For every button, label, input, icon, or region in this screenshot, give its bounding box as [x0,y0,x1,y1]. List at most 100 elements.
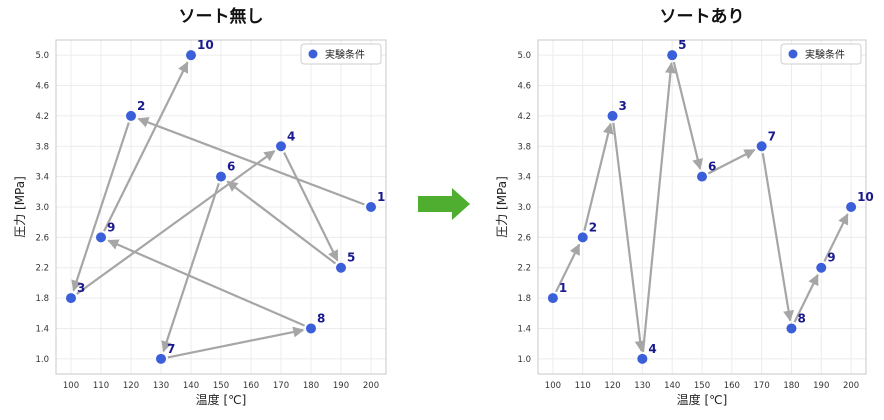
data-point-label: 5 [678,38,686,52]
x-tick-label: 140 [183,381,199,391]
data-point-10 [846,202,857,212]
grid [538,40,866,374]
sequence-arrow-9-to-10 [823,213,849,262]
sequence-arrow-6-to-7 [707,148,756,175]
y-tick-label: 1.0 [35,355,49,365]
x-tick-label: 100 [63,381,79,391]
x-tick-label: 170 [273,381,289,391]
sequence-arrow-5-to-6 [226,180,337,265]
y-tick-label: 1.0 [517,355,531,365]
data-point-6 [216,171,226,182]
x-axis-label: 温度 [℃] [677,392,728,407]
data-point-label: 9 [827,251,835,265]
x-axis-label: 温度 [℃] [196,392,247,407]
data-point-2 [577,232,588,243]
x-tick-label: 120 [604,381,620,391]
x-tick-label: 110 [93,381,109,391]
sequence-arrows [71,61,365,359]
transition-arrow-shape [418,188,470,220]
sequence-arrows [555,61,849,352]
data-point-label: 5 [347,251,355,265]
y-tick-label: 1.4 [517,324,531,334]
data-point-9 [96,232,106,243]
y-tick-label: 3.0 [35,203,49,213]
data-point-label: 10 [857,190,874,204]
x-tick-label: 200 [363,381,379,391]
x-tick-label: 170 [754,381,770,391]
x-tick-label: 150 [213,381,229,391]
y-tick-label: 5.0 [35,51,49,61]
sequence-arrow-2-to-3 [71,122,130,292]
data-point-label: 3 [619,99,627,113]
data-point-5 [667,50,678,61]
y-tick-label: 4.2 [35,112,49,122]
data-point-6 [697,171,707,182]
data-point-9 [816,262,827,273]
data-point-label: 1 [559,281,567,295]
data-points: 1 2 3 4 5 6 7 8 9 10 [547,38,874,364]
x-tick-label: 200 [843,381,859,391]
x-tick-label: 160 [724,381,740,391]
plot-frame [55,39,387,375]
y-tick-label: 2.2 [517,264,531,274]
data-point-label: 4 [648,342,656,356]
data-point-4 [276,141,286,152]
y-tick-label: 2.6 [517,233,531,243]
x-tick-label: 190 [333,381,349,391]
data-point-4 [637,353,648,364]
data-point-label: 4 [287,129,295,143]
data-point-2 [126,110,136,121]
data-point-label: 3 [77,281,85,295]
legend-marker [308,49,318,59]
data-point-8 [306,323,316,334]
y-tick-label: 3.8 [517,142,531,152]
y-tick-label: 4.2 [517,112,531,122]
y-tick-label: 2.6 [35,233,49,243]
sequence-arrow-7-to-8 [167,326,305,359]
y-tick-label: 1.8 [35,294,49,304]
data-point-1 [366,202,376,212]
legend-marker [788,49,798,59]
legend-box [300,43,382,65]
data-point-label: 10 [197,38,214,52]
sequence-arrow-4-to-5 [641,62,676,352]
data-point-label: 1 [377,190,385,204]
chart-title: ソートあり [660,7,745,27]
sequence-arrow-9-to-10 [103,61,189,232]
data-point-3 [607,110,618,121]
legend-label: 実験条件 [805,48,845,61]
sequence-arrow-5-to-6 [672,61,704,170]
sequence-arrow-7-to-8 [761,153,794,322]
legend: 実験条件 [300,43,382,65]
x-tick-label: 120 [123,381,139,391]
x-tick-label: 180 [783,381,799,391]
data-point-label: 6 [227,160,235,174]
data-point-label: 7 [167,342,175,356]
sequence-arrow-2-to-3 [583,122,614,231]
x-tick-label: 110 [575,381,591,391]
chart-title: ソート無し [179,6,264,27]
data-point-label: 9 [107,220,115,234]
y-tick-label: 3.4 [517,173,531,183]
y-tick-label: 2.2 [35,264,49,274]
y-axis-label: 圧力 [MPa] [13,176,27,238]
y-tick-label: 1.8 [517,294,531,304]
x-tick-label: 150 [694,381,710,391]
data-point-7 [156,353,166,364]
y-axis-label: 圧力 [MPa] [495,176,509,238]
y-tick-label: 3.0 [517,203,531,213]
sequence-arrow-6-to-7 [161,182,220,353]
sequence-arrow-1-to-2 [137,117,365,206]
plot-frame [537,39,867,375]
right-arrow-icon [418,188,470,220]
x-tick-label: 130 [634,381,650,391]
x-tick-label: 130 [153,381,169,391]
data-point-5 [336,262,346,273]
y-tick-label: 5.0 [517,51,531,61]
data-points: 1 2 3 4 5 6 7 8 9 10 [66,38,385,364]
x-tick-label: 180 [303,381,319,391]
